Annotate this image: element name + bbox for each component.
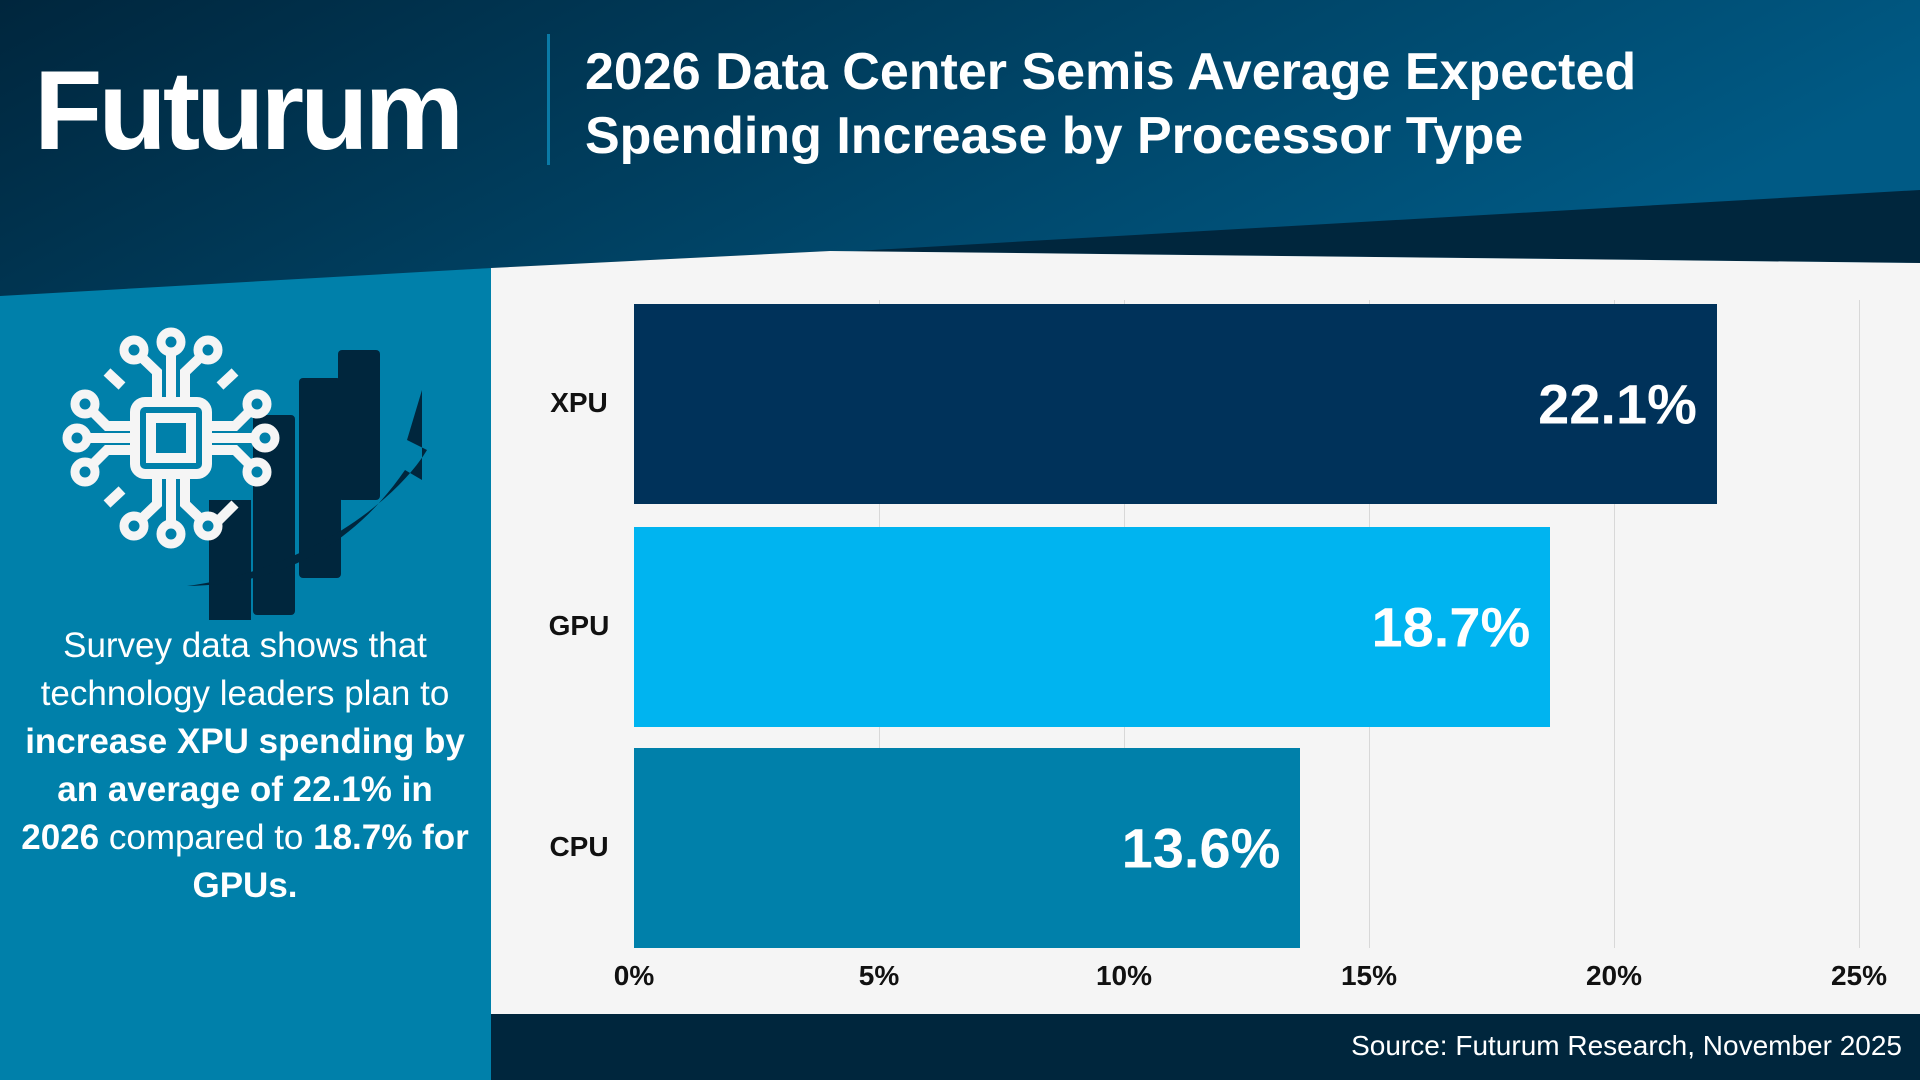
- summary-highlight: 18.7% for GPUs.: [192, 818, 469, 905]
- summary-text: Survey data shows that technology leader…: [20, 622, 470, 910]
- x-tick-label: 5%: [858, 960, 900, 991]
- gridline: [1614, 300, 1615, 948]
- title-line-1: 2026 Data Center Semis Average Expected: [585, 43, 1637, 101]
- summary-part: compared to: [99, 818, 314, 857]
- bar-gpu: 18.7%: [634, 527, 1551, 727]
- x-tick-label: 15%: [1340, 960, 1398, 991]
- bar-value-label: 18.7%: [1371, 595, 1531, 659]
- footer-bar: [491, 1014, 1920, 1080]
- chip-with-growth-chart-icon: [62, 327, 427, 620]
- x-tick-label: 10%: [1095, 960, 1153, 991]
- bar-cpu: 13.6%: [634, 748, 1301, 948]
- bar-value-label: 22.1%: [1538, 372, 1697, 436]
- x-tick-label: 25%: [1830, 960, 1888, 991]
- summary-highlight: increase XPU spending by an average of 2…: [21, 722, 465, 857]
- chart-title: 2026 Data Center Semis Average Expected …: [585, 40, 1885, 168]
- x-tick-label: 0%: [613, 960, 655, 991]
- title-line-2: Spending Increase by Processor Type: [585, 107, 1524, 165]
- gridline: [1859, 300, 1860, 948]
- bar-value-label: 13.6%: [1121, 816, 1281, 880]
- futurum-logo: Futurum: [34, 48, 464, 173]
- bar-xpu: 22.1%: [634, 304, 1717, 504]
- source-note: Source: Futurum Research, November 2025: [1351, 1030, 1902, 1061]
- x-tick-label: 20%: [1585, 960, 1643, 991]
- category-label: XPU: [550, 387, 608, 418]
- header-divider: [547, 34, 550, 165]
- category-label: CPU: [549, 831, 609, 862]
- category-label: GPU: [548, 610, 610, 641]
- summary-part: Survey data shows that technology leader…: [40, 626, 450, 713]
